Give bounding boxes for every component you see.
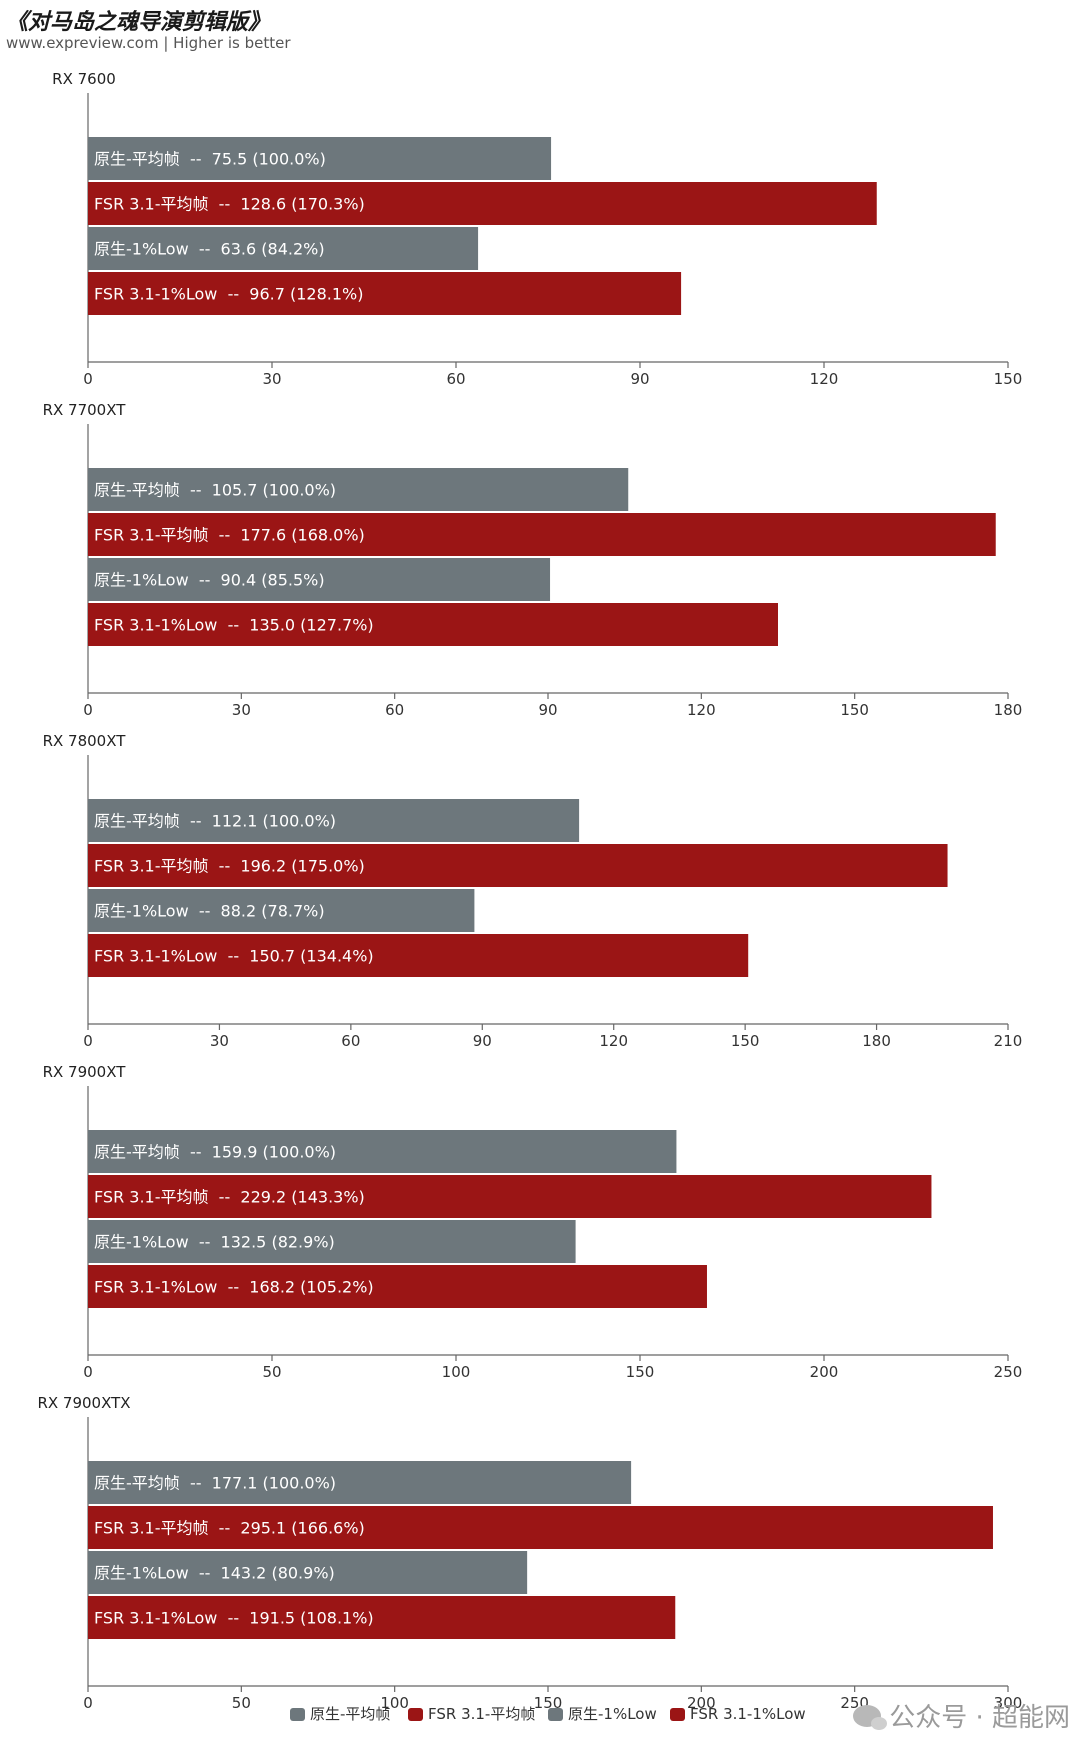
bar-rx-7900xt-fsr-3-1-1-low bbox=[88, 1265, 707, 1308]
panel-rx-7600: RX 7600 0 30 60 90 120 150 原生-平均帧 -- 75.5 (100.… bbox=[52, 70, 1022, 388]
bar-rx-7900xtx-1-low bbox=[88, 1551, 528, 1594]
bar-rx-7600- bbox=[88, 137, 552, 180]
panel-rx-7700xt: RX 7700XT 0 30 60 90 120 150 180 原生-平均帧 -- 105.7… bbox=[43, 401, 1023, 719]
bar-data-label: 原生-1%Low -- 90.4 (85.5%) bbox=[94, 571, 325, 590]
bar-data-label: 原生-平均帧 -- 105.7 (100.0%) bbox=[94, 481, 336, 500]
legend-swatch-1-low bbox=[548, 1708, 563, 1721]
x-tick-label: 210 bbox=[994, 1032, 1023, 1050]
x-tick-label: 200 bbox=[687, 1694, 716, 1712]
x-tick-label: 150 bbox=[840, 701, 869, 719]
x-tick-label: 0 bbox=[83, 701, 93, 719]
bar-rx-7700xt-fsr-3-1-1-low bbox=[88, 603, 778, 646]
bar-data-label: FSR 3.1-1%Low -- 191.5 (108.1%) bbox=[94, 1609, 374, 1628]
x-tick-label: 150 bbox=[626, 1363, 655, 1381]
chart-title: 《对马岛之魂导演剪辑版》 bbox=[6, 10, 271, 35]
bar-rx-7900xtx- bbox=[88, 1461, 632, 1504]
x-tick-label: 120 bbox=[810, 370, 839, 388]
x-tick-label: 60 bbox=[385, 701, 404, 719]
bar-rx-7800xt-fsr-3-1-1-low bbox=[88, 934, 749, 977]
bar-data-label: FSR 3.1-1%Low -- 135.0 (127.7%) bbox=[94, 616, 374, 635]
legend-label: FSR 3.1-平均帧 bbox=[428, 1705, 535, 1723]
bar-rx-7800xt-1-low bbox=[88, 889, 475, 932]
bar-data-label: 原生-1%Low -- 143.2 (80.9%) bbox=[94, 1564, 335, 1583]
watermark: 公众号 · 超能网 bbox=[853, 1697, 1070, 1734]
bar-rx-7600-fsr-3-1 bbox=[88, 182, 877, 225]
x-tick-label: 0 bbox=[83, 370, 93, 388]
legend-label: FSR 3.1-1%Low bbox=[690, 1705, 806, 1723]
category-label-rx-7700xt: RX 7700XT bbox=[43, 401, 127, 419]
bar-data-label: FSR 3.1-1%Low -- 96.7 (128.1%) bbox=[94, 285, 363, 304]
bar-data-label: FSR 3.1-平均帧 -- 196.2 (175.0%) bbox=[94, 857, 365, 876]
bar-rx-7900xt-fsr-3-1 bbox=[88, 1175, 932, 1218]
bar-data-label: FSR 3.1-平均帧 -- 128.6 (170.3%) bbox=[94, 195, 365, 214]
bar-data-label: 原生-平均帧 -- 159.9 (100.0%) bbox=[94, 1143, 336, 1162]
bar-data-label: FSR 3.1-平均帧 -- 177.6 (168.0%) bbox=[94, 526, 365, 545]
bar-data-label: 原生-1%Low -- 63.6 (84.2%) bbox=[94, 240, 325, 259]
x-tick-label: 0 bbox=[83, 1032, 93, 1050]
x-tick-label: 0 bbox=[83, 1694, 93, 1712]
legend-swatch-fsr-3-1 bbox=[408, 1708, 423, 1721]
bar-rx-7600-fsr-3-1-1-low bbox=[88, 272, 682, 315]
x-tick-label: 60 bbox=[341, 1032, 360, 1050]
x-tick-label: 150 bbox=[731, 1032, 760, 1050]
x-tick-label: 200 bbox=[810, 1363, 839, 1381]
category-label-rx-7800xt: RX 7800XT bbox=[43, 732, 127, 750]
category-label-rx-7600: RX 7600 bbox=[52, 70, 116, 88]
x-tick-label: 180 bbox=[994, 701, 1023, 719]
bar-rx-7900xtx-fsr-3-1-1-low bbox=[88, 1596, 676, 1639]
x-tick-label: 100 bbox=[380, 1694, 409, 1712]
bar-data-label: 原生-1%Low -- 132.5 (82.9%) bbox=[94, 1233, 335, 1252]
x-tick-label: 90 bbox=[538, 701, 557, 719]
x-tick-label: 250 bbox=[994, 1363, 1023, 1381]
bar-rx-7900xtx-fsr-3-1 bbox=[88, 1506, 993, 1549]
legend-swatch-fsr-3-1-1-low bbox=[670, 1708, 685, 1721]
category-label-rx-7900xt: RX 7900XT bbox=[43, 1063, 127, 1081]
x-tick-label: 30 bbox=[210, 1032, 229, 1050]
bar-data-label: 原生-平均帧 -- 112.1 (100.0%) bbox=[94, 812, 336, 831]
x-tick-label: 0 bbox=[83, 1363, 93, 1381]
chart-subtitle: www.expreview.com | Higher is better bbox=[6, 34, 291, 52]
legend-label: 原生-平均帧 bbox=[310, 1705, 390, 1723]
bar-rx-7600-1-low bbox=[88, 227, 479, 270]
bar-data-label: 原生-平均帧 -- 177.1 (100.0%) bbox=[94, 1474, 336, 1493]
bar-data-label: FSR 3.1-1%Low -- 150.7 (134.4%) bbox=[94, 947, 374, 966]
bar-rx-7900xt- bbox=[88, 1130, 677, 1173]
x-tick-label: 180 bbox=[862, 1032, 891, 1050]
legend-label: 原生-1%Low bbox=[568, 1705, 657, 1723]
watermark-text: 公众号 · 超能网 bbox=[889, 1703, 1070, 1733]
bar-rx-7700xt-1-low bbox=[88, 558, 551, 601]
bar-data-label: FSR 3.1-1%Low -- 168.2 (105.2%) bbox=[94, 1278, 374, 1297]
x-tick-label: 30 bbox=[262, 370, 281, 388]
bar-data-label: 原生-平均帧 -- 75.5 (100.0%) bbox=[94, 150, 326, 169]
wechat-icon bbox=[853, 1704, 888, 1730]
bar-rx-7700xt-fsr-3-1 bbox=[88, 513, 996, 556]
bar-rx-7700xt- bbox=[88, 468, 629, 511]
bar-rx-7800xt- bbox=[88, 799, 580, 842]
x-tick-label: 50 bbox=[262, 1363, 281, 1381]
bar-data-label: 原生-1%Low -- 88.2 (78.7%) bbox=[94, 902, 325, 921]
panel-rx-7900xt: RX 7900XT 0 50 100 150 200 250 原生-平均帧 -- 159.9 … bbox=[43, 1063, 1023, 1381]
x-tick-label: 90 bbox=[473, 1032, 492, 1050]
category-label-rx-7900xtx: RX 7900XTX bbox=[37, 1394, 130, 1412]
bar-data-label: FSR 3.1-平均帧 -- 229.2 (143.3%) bbox=[94, 1188, 365, 1207]
x-tick-label: 30 bbox=[232, 701, 251, 719]
x-tick-label: 120 bbox=[687, 701, 716, 719]
legend-swatch- bbox=[290, 1708, 305, 1721]
x-tick-label: 150 bbox=[534, 1694, 563, 1712]
x-tick-label: 90 bbox=[630, 370, 649, 388]
legend: 原生-平均帧 FSR 3.1-平均帧 原生-1%Low FSR 3.1-1%Low bbox=[290, 1705, 806, 1723]
x-tick-label: 100 bbox=[442, 1363, 471, 1381]
x-tick-label: 120 bbox=[599, 1032, 628, 1050]
bar-data-label: FSR 3.1-平均帧 -- 295.1 (166.6%) bbox=[94, 1519, 365, 1538]
x-tick-label: 150 bbox=[994, 370, 1023, 388]
x-tick-label: 300 bbox=[994, 1694, 1023, 1712]
x-tick-label: 50 bbox=[232, 1694, 251, 1712]
bar-rx-7900xt-1-low bbox=[88, 1220, 576, 1263]
bar-rx-7800xt-fsr-3-1 bbox=[88, 844, 948, 887]
panel-rx-7800xt: RX 7800XT 0 30 60 90 120 150 180 210 原生-平均帧 -- 11… bbox=[43, 732, 1023, 1050]
x-tick-label: 60 bbox=[446, 370, 465, 388]
